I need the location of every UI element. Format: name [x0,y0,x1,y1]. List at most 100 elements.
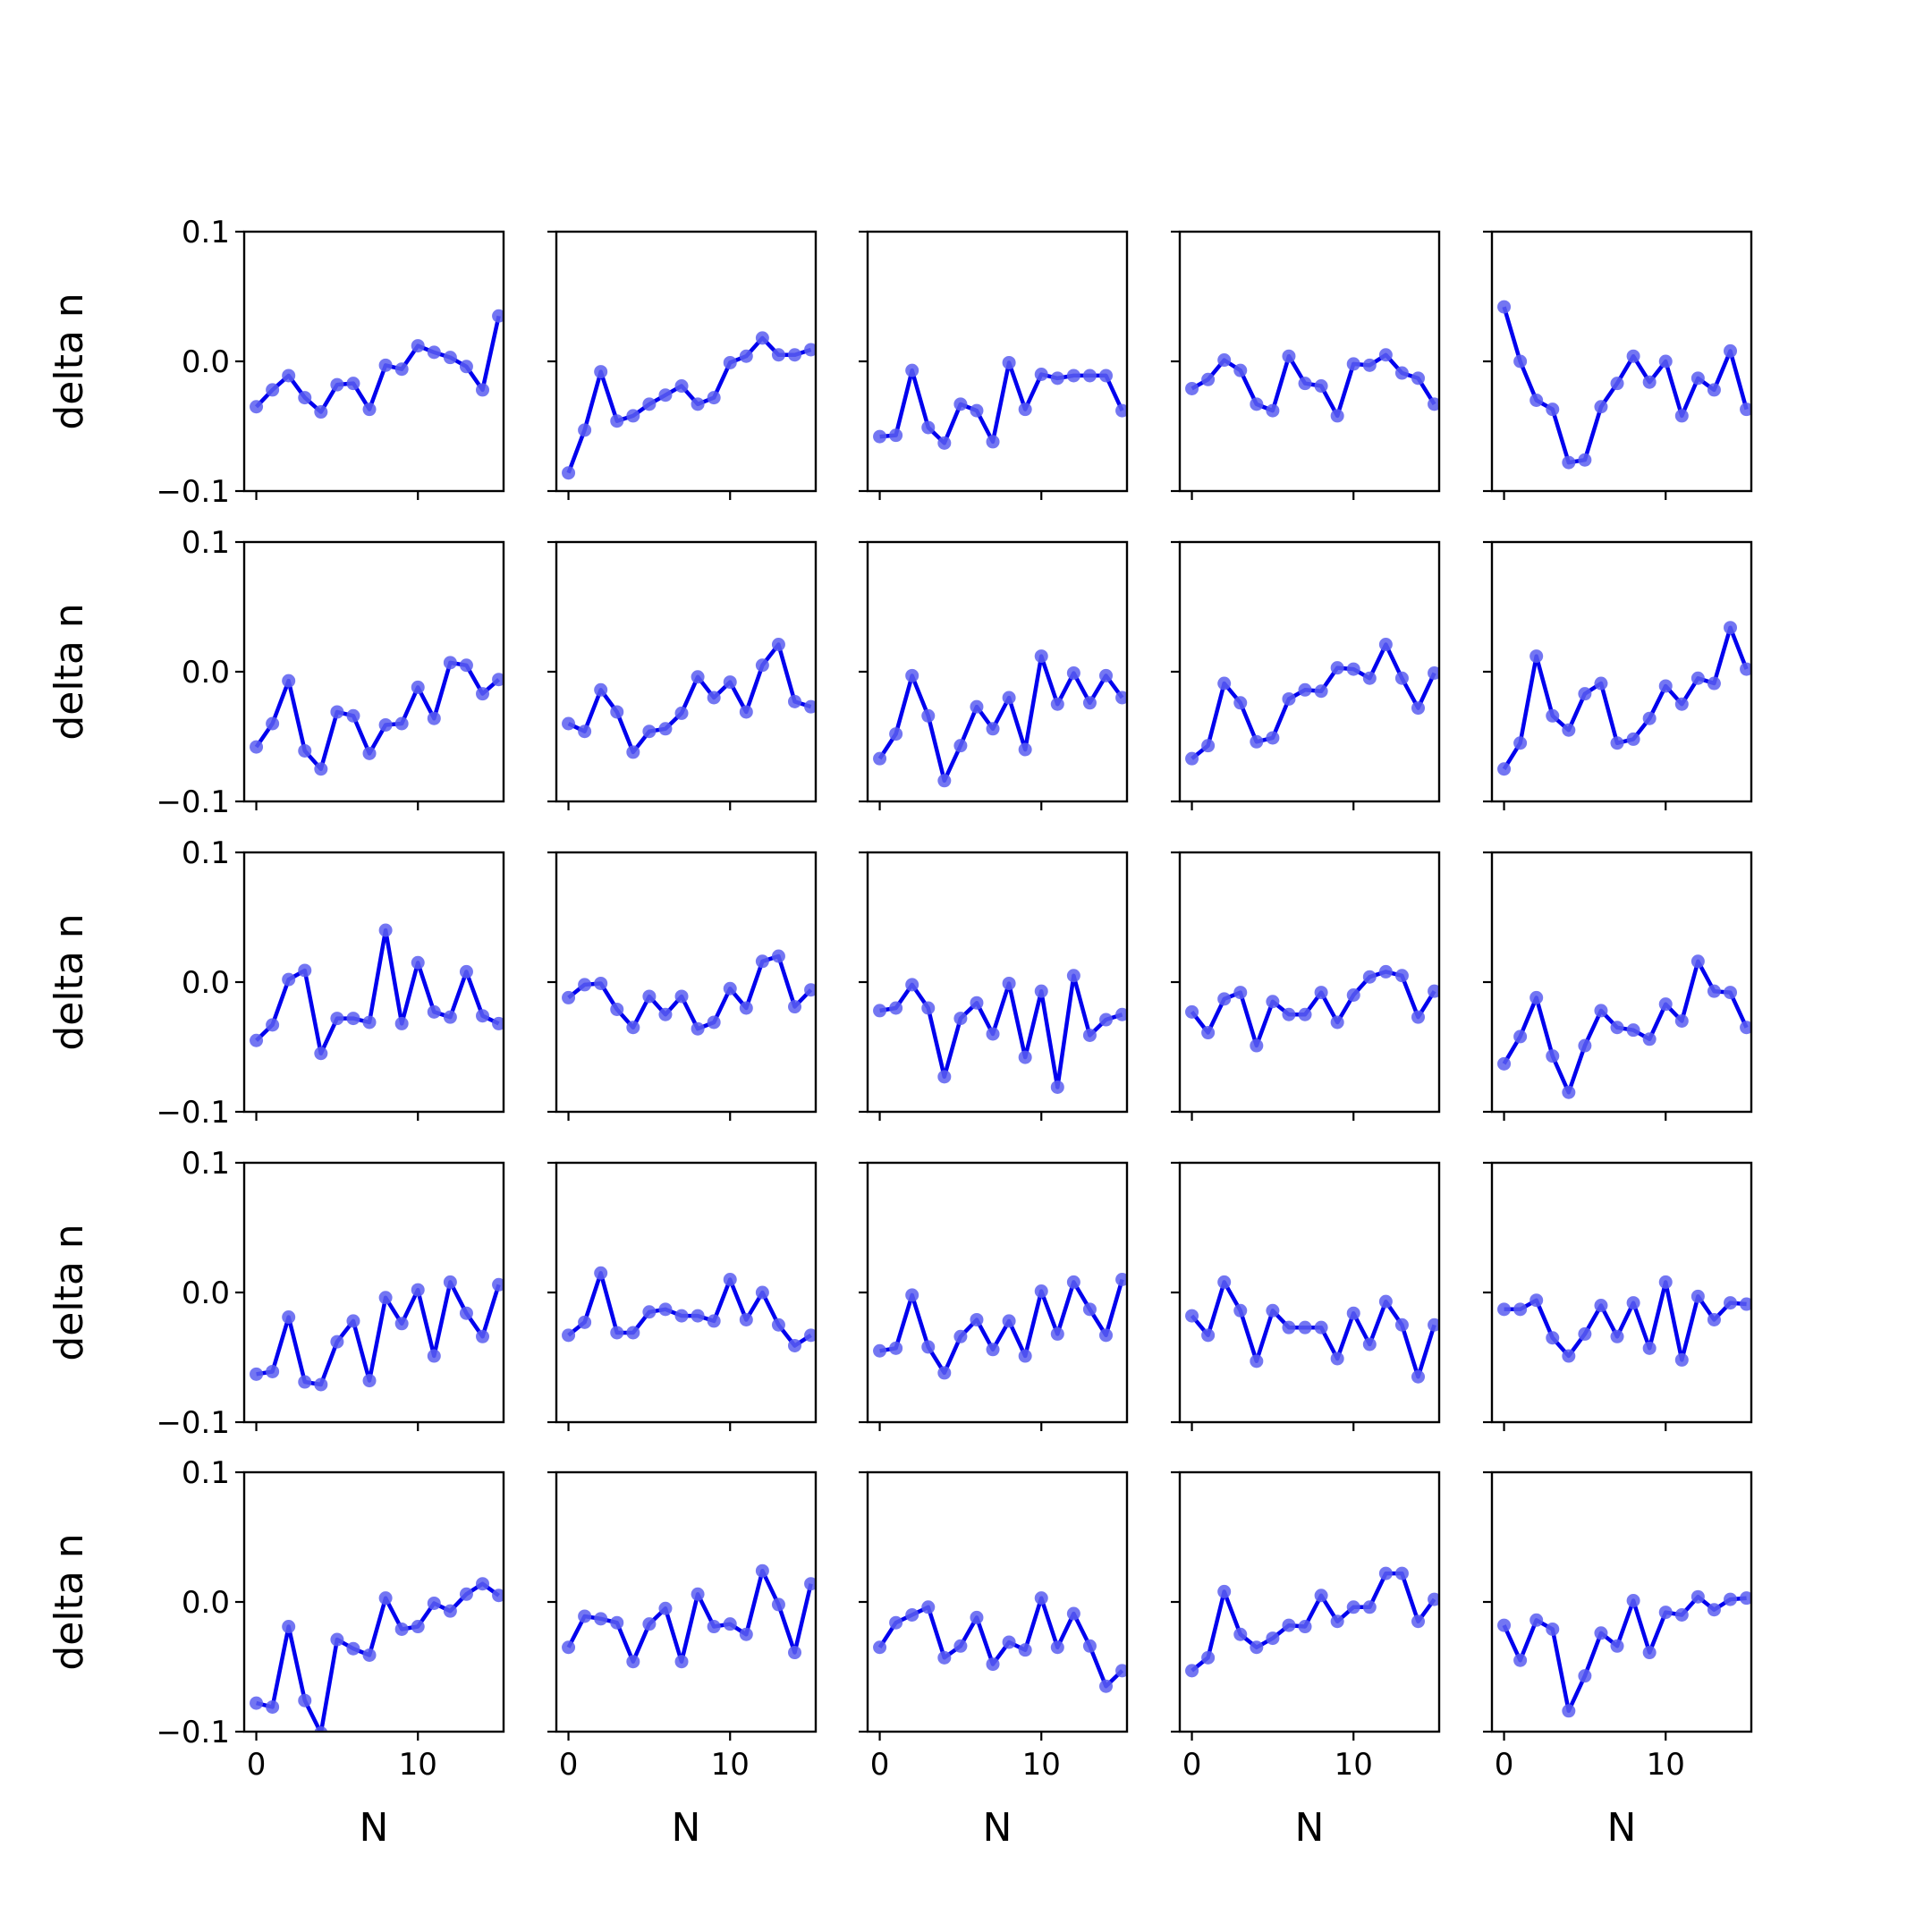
data-point [707,391,721,405]
series-line [1191,642,1436,760]
data-point [1690,954,1705,969]
data-point [1266,1631,1280,1646]
data-point [1201,1650,1216,1665]
data-point [1185,1004,1199,1019]
series-line [1502,1594,1747,1714]
data-point [411,955,425,970]
x-tick-label: 10 [1647,1747,1685,1783]
data-point [1546,1331,1560,1345]
data-point [1530,649,1544,664]
data-point [905,978,919,992]
data-point [1282,1320,1296,1335]
data-point [459,360,473,374]
data-point [674,1655,689,1669]
y-tick-label: 0.1 [182,835,230,871]
data-point [266,1364,280,1378]
data-point [953,739,968,753]
data-point [1626,1023,1640,1038]
data-point [1642,375,1657,389]
y-tick-label: 0.1 [182,1146,230,1182]
data-point [266,1699,280,1714]
data-point [298,1375,312,1389]
data-point [739,1627,753,1641]
data-point [1707,383,1721,397]
plot-frame [1490,230,1753,493]
data-point [1546,708,1560,723]
data-point [970,996,984,1010]
data-point [1707,676,1721,691]
data-point [1002,976,1016,990]
data-point [427,345,441,360]
data-point [1497,1302,1512,1317]
data-point [476,1329,490,1343]
y-tick-label: 0.0 [182,1585,230,1621]
data-point [1610,736,1624,750]
x-tick-label: 10 [1022,1747,1061,1783]
x-axis-label: N [983,1805,1013,1851]
x-tick-label: 10 [711,1747,750,1783]
data-point [788,348,802,362]
data-point [804,699,816,714]
data-point [282,972,296,987]
subplot-4-2 [547,1161,818,1431]
data-point [578,978,592,992]
data-point [658,1007,673,1021]
data-point [1314,1320,1328,1335]
data-point [1217,353,1232,368]
plot-frame [1178,1161,1441,1424]
data-point [394,1622,409,1636]
subplot-5-5: 0 10 N [1483,1470,1753,1851]
data-point [1428,984,1439,998]
data-point [626,1326,640,1340]
data-point [1066,1606,1080,1621]
data-point [1250,1354,1264,1368]
y-tick-label: −0.1 [156,784,230,820]
data-point [476,687,490,701]
data-point [873,1343,887,1358]
series-line [877,1596,1124,1689]
data-point [1050,1080,1064,1094]
data-point [953,1329,968,1343]
plot-frame [242,540,505,803]
data-point [921,420,936,435]
x-axis-label: N [672,1805,701,1851]
data-point [330,1012,344,1026]
data-point [1411,1369,1426,1384]
data-point [788,1338,802,1352]
data-point [1724,1592,1738,1606]
data-point [411,680,425,694]
data-point [986,1343,1000,1357]
data-point [1217,676,1232,691]
subplot-3-2 [547,851,818,1121]
data-point [658,1601,673,1615]
data-point [1346,1306,1360,1320]
data-point [578,1315,592,1329]
data-point [953,1639,968,1653]
data-point [1217,992,1232,1006]
data-point [1185,1664,1199,1678]
data-point [610,414,624,428]
data-point [1642,1341,1657,1355]
subplot-1-1: −0.1 0.0 0.1 delta n [47,215,505,510]
data-point [1674,1352,1689,1367]
subplot-2-2 [547,540,818,810]
data-point [443,656,457,670]
data-point [1002,1314,1016,1328]
data-point [755,1285,769,1300]
data-point [1082,369,1097,383]
data-point [1266,731,1280,745]
data-point [250,1033,264,1047]
data-point [707,1620,721,1634]
data-point [250,1696,264,1710]
subplot-3-3 [859,851,1129,1121]
data-point [394,716,409,731]
data-point [1330,409,1344,423]
data-point [1233,1303,1248,1318]
data-point [378,358,393,372]
data-point [394,1016,409,1030]
data-point [427,1349,441,1363]
data-point [459,1587,473,1601]
data-point [1099,1013,1114,1027]
data-point [1411,1010,1426,1024]
data-point [1066,969,1080,983]
